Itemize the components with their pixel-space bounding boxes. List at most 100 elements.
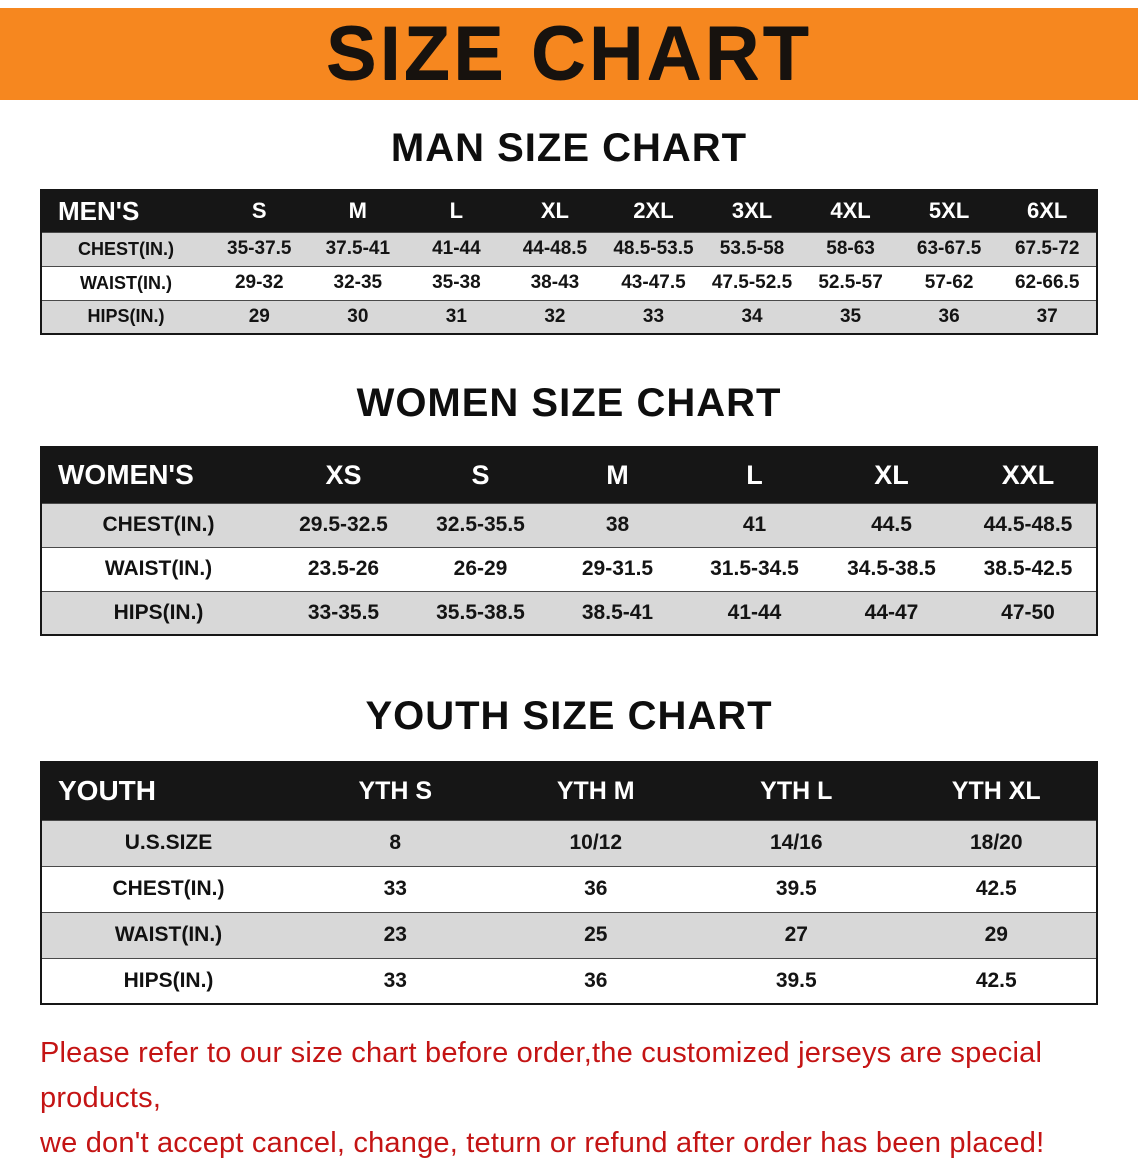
- measurement-row: WAIST(IN.) 23.5-26 26-29 29-31.5 31.5-34.5 34…: [41, 547, 1097, 591]
- size-value-cell: 33-35.5: [307, 600, 380, 624]
- size-column-header: 2XL: [633, 198, 674, 224]
- size-value-cell: 48.5-53.5: [613, 238, 694, 259]
- banner-title: SIZE CHART: [326, 11, 812, 96]
- size-value-cell: 23.5-26: [307, 557, 380, 580]
- size-value-cell: 38: [605, 513, 630, 536]
- size-column-header: XL: [874, 459, 909, 490]
- measurement-row: HIPS(IN.) 29 30 31 32 33 34 35 36 37: [41, 300, 1097, 334]
- men-size-table: MEN'S S M L XL 2XL 3XL 4XL 5XL 6XL CHEST(IN.) 35-37…: [40, 189, 1098, 335]
- size-value-cell: 29-32: [234, 272, 284, 293]
- size-value-cell: 37: [1036, 305, 1058, 327]
- row-label: U.S.SIZE: [124, 831, 213, 854]
- size-value-cell: 38.5-42.5: [983, 557, 1073, 580]
- size-value-cell: 57-62: [924, 272, 974, 293]
- size-value-cell: 52.5-57: [818, 272, 883, 293]
- size-value-cell: 27: [784, 923, 808, 946]
- size-value-cell: 35-38: [432, 272, 481, 293]
- size-column-header: S: [471, 459, 490, 490]
- disclaimer-line-2: we don't accept cancel, change, teturn o…: [40, 1126, 1045, 1159]
- row-label: WAIST(IN.): [114, 923, 223, 946]
- size-column-header: YTH L: [760, 776, 833, 805]
- size-value-cell: 10/12: [569, 831, 623, 854]
- size-value-cell: 29-31.5: [581, 557, 654, 580]
- size-column-header: 6XL: [1027, 198, 1068, 224]
- table-header-row: YOUTH YTH S YTH M YTH L YTH XL: [41, 762, 1097, 820]
- measurement-row: CHEST(IN.) 33 36 39.5 42.5: [41, 866, 1097, 912]
- size-value-cell: 31.5-34.5: [710, 557, 799, 580]
- row-label: HIPS(IN.): [87, 306, 165, 327]
- size-value-cell: 47.5-52.5: [711, 272, 793, 293]
- size-column-header: M: [606, 459, 629, 490]
- size-value-cell: 35-37.5: [227, 238, 292, 259]
- women-section-heading: WOMEN SIZE CHART: [356, 381, 782, 425]
- size-column-header: YTH XL: [951, 776, 1041, 805]
- size-value-cell: 34.5-38.5: [847, 557, 936, 580]
- size-value-cell: 44-48.5: [522, 238, 588, 259]
- size-value-cell: 38.5-41: [581, 600, 654, 624]
- table-header-row: MEN'S S M L XL 2XL 3XL 4XL 5XL 6XL: [41, 190, 1097, 232]
- size-value-cell: 25: [584, 923, 608, 946]
- size-value-cell: 41: [742, 513, 767, 536]
- size-value-cell: 37.5-41: [325, 238, 391, 259]
- size-value-cell: 39.5: [775, 877, 817, 900]
- size-column-header: YTH S: [358, 776, 433, 805]
- size-column-header: XXL: [1001, 459, 1055, 490]
- size-column-header: XL: [540, 198, 569, 224]
- size-value-cell: 33: [383, 968, 407, 992]
- size-value-cell: 8: [389, 831, 402, 854]
- size-value-cell: 29.5-32.5: [299, 513, 388, 536]
- size-value-cell: 42.5: [975, 877, 1017, 900]
- size-value-cell: 47-50: [1001, 600, 1055, 624]
- size-value-cell: 41-44: [432, 238, 481, 259]
- table-corner-label: YOUTH: [58, 775, 156, 807]
- size-value-cell: 67.5-72: [1014, 238, 1080, 259]
- size-value-cell: 30: [347, 305, 369, 327]
- table-header-row: WOMEN'S XS S M L XL XXL: [41, 447, 1097, 503]
- size-column-header: L: [449, 198, 464, 224]
- measurement-row: U.S.SIZE 8 10/12 14/16 18/20: [41, 820, 1097, 866]
- measurement-row: HIPS(IN.) 33 36 39.5 42.5: [41, 958, 1097, 1004]
- size-column-header: XS: [325, 459, 362, 490]
- size-value-cell: 42.5: [975, 968, 1017, 992]
- size-column-header: 5XL: [928, 198, 970, 224]
- disclaimer-text: Please refer to our size chart before or…: [40, 1031, 1118, 1166]
- row-label: WAIST(IN.): [104, 557, 213, 580]
- size-value-cell: 39.5: [775, 968, 817, 992]
- size-value-cell: 36: [938, 305, 960, 327]
- size-value-cell: 32: [544, 305, 566, 327]
- size-column-header: L: [746, 459, 763, 490]
- size-value-cell: 35.5-38.5: [436, 600, 525, 624]
- row-label: HIPS(IN.): [123, 968, 214, 992]
- size-value-cell: 23: [383, 923, 407, 946]
- size-column-header: YTH M: [556, 776, 635, 805]
- size-value-cell: 26-29: [453, 557, 508, 580]
- size-value-cell: 32-35: [333, 272, 383, 293]
- measurement-row: WAIST(IN.) 23 25 27 29: [41, 912, 1097, 958]
- measurement-row: HIPS(IN.) 33-35.5 35.5-38.5 38.5-41 41-44 44-…: [41, 591, 1097, 635]
- row-label: CHEST(IN.): [78, 238, 174, 259]
- row-label: HIPS(IN.): [113, 600, 204, 624]
- women-size-table: WOMEN'S XS S M L XL XXL CHEST(IN.) 29.5-32.5 32.5…: [40, 446, 1098, 636]
- disclaimer-line-1: Please refer to our size chart before or…: [40, 1037, 1043, 1114]
- size-column-header: M: [348, 198, 367, 224]
- size-value-cell: 36: [584, 968, 608, 992]
- measurement-row: CHEST(IN.) 29.5-32.5 32.5-35.5 38 41 44.5 44.5…: [41, 503, 1097, 547]
- size-column-header: 3XL: [731, 198, 773, 224]
- row-label: WAIST(IN.): [80, 272, 172, 293]
- size-value-cell: 44.5-48.5: [983, 513, 1073, 536]
- row-label: CHEST(IN.): [112, 877, 225, 900]
- men-section-heading: MAN SIZE CHART: [390, 126, 748, 170]
- size-value-cell: 33: [383, 877, 407, 900]
- size-column-header: S: [251, 198, 267, 224]
- size-value-cell: 34: [741, 305, 763, 327]
- size-value-cell: 35: [839, 305, 862, 327]
- size-column-header: 4XL: [830, 198, 871, 224]
- size-value-cell: 36: [584, 877, 608, 900]
- size-value-cell: 14/16: [769, 831, 823, 854]
- youth-size-table: YOUTH YTH S YTH M YTH L YTH XL U.S.SIZE 8 10/12…: [40, 761, 1098, 1005]
- size-value-cell: 32.5-35.5: [436, 513, 525, 536]
- size-value-cell: 44.5: [871, 513, 912, 536]
- measurement-row: WAIST(IN.) 29-32 32-35 35-38 38-43 43-47.5 47.…: [41, 266, 1097, 300]
- table-corner-label: WOMEN'S: [58, 459, 194, 491]
- youth-section-heading: YOUTH SIZE CHART: [365, 694, 773, 738]
